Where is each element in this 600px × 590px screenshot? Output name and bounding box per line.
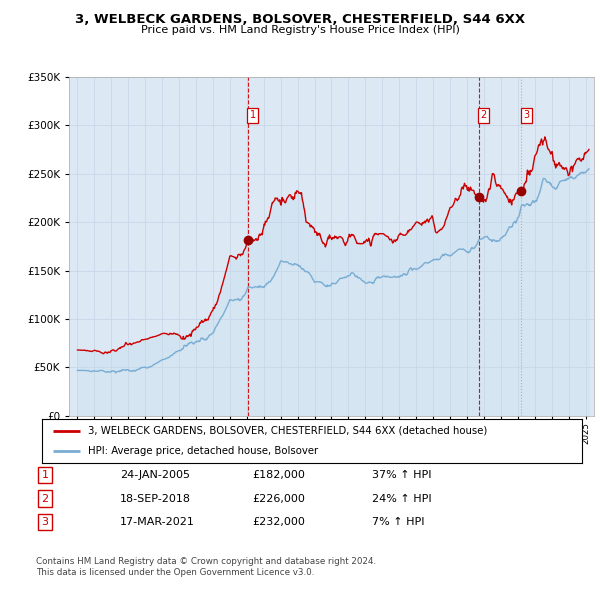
Text: 17-MAR-2021: 17-MAR-2021 bbox=[120, 517, 195, 527]
Text: 18-SEP-2018: 18-SEP-2018 bbox=[120, 494, 191, 503]
Text: 2: 2 bbox=[41, 494, 49, 503]
Text: 3, WELBECK GARDENS, BOLSOVER, CHESTERFIELD, S44 6XX (detached house): 3, WELBECK GARDENS, BOLSOVER, CHESTERFIE… bbox=[88, 426, 487, 436]
Text: £182,000: £182,000 bbox=[252, 470, 305, 480]
Text: 24% ↑ HPI: 24% ↑ HPI bbox=[372, 494, 431, 503]
Text: This data is licensed under the Open Government Licence v3.0.: This data is licensed under the Open Gov… bbox=[36, 568, 314, 577]
Text: £232,000: £232,000 bbox=[252, 517, 305, 527]
Text: Price paid vs. HM Land Registry's House Price Index (HPI): Price paid vs. HM Land Registry's House … bbox=[140, 25, 460, 35]
Text: 7% ↑ HPI: 7% ↑ HPI bbox=[372, 517, 425, 527]
Text: HPI: Average price, detached house, Bolsover: HPI: Average price, detached house, Bols… bbox=[88, 446, 318, 456]
Text: 3: 3 bbox=[523, 110, 529, 120]
Text: 3: 3 bbox=[41, 517, 49, 527]
Text: 24-JAN-2005: 24-JAN-2005 bbox=[120, 470, 190, 480]
Text: Contains HM Land Registry data © Crown copyright and database right 2024.: Contains HM Land Registry data © Crown c… bbox=[36, 558, 376, 566]
Text: 1: 1 bbox=[250, 110, 256, 120]
Text: 3, WELBECK GARDENS, BOLSOVER, CHESTERFIELD, S44 6XX: 3, WELBECK GARDENS, BOLSOVER, CHESTERFIE… bbox=[75, 13, 525, 26]
Text: 37% ↑ HPI: 37% ↑ HPI bbox=[372, 470, 431, 480]
Text: 2: 2 bbox=[481, 110, 487, 120]
Text: 1: 1 bbox=[41, 470, 49, 480]
Text: £226,000: £226,000 bbox=[252, 494, 305, 503]
